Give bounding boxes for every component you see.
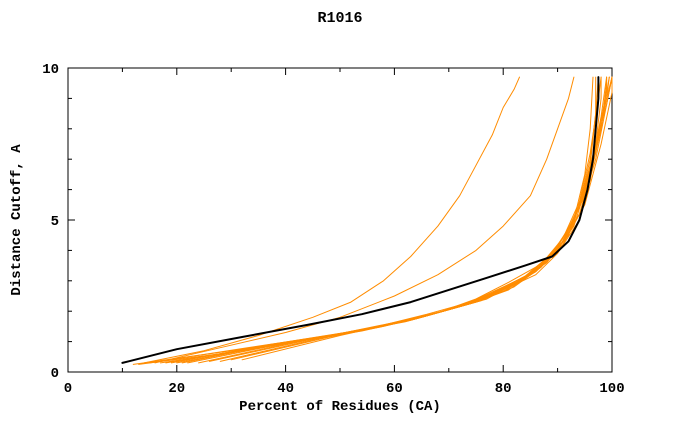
model-curve bbox=[241, 76, 613, 361]
model-curve bbox=[165, 76, 602, 364]
model-curve bbox=[154, 76, 575, 364]
reference-curve bbox=[121, 76, 600, 364]
x-tick-label: 20 bbox=[168, 381, 185, 397]
model-curve bbox=[170, 76, 608, 364]
chart-title: R1016 bbox=[317, 10, 362, 27]
x-axis-label: Percent of Residues (CA) bbox=[239, 399, 441, 415]
x-tick-label: 100 bbox=[599, 381, 624, 397]
model-curve bbox=[176, 76, 608, 364]
model-curve bbox=[138, 76, 597, 365]
model-curve bbox=[160, 76, 602, 364]
y-tick-label: 5 bbox=[51, 214, 59, 230]
model-curve bbox=[187, 76, 613, 364]
x-tick-label: 80 bbox=[495, 381, 512, 397]
model-curve bbox=[132, 76, 594, 365]
y-axis-label: Distance Cutoff, A bbox=[9, 144, 25, 296]
y-tick-label: 0 bbox=[51, 366, 59, 382]
model-curve bbox=[181, 76, 610, 364]
x-tick-label: 40 bbox=[277, 381, 294, 397]
x-tick-label: 0 bbox=[64, 381, 72, 397]
y-tick-label: 10 bbox=[42, 62, 59, 78]
x-tick-label: 60 bbox=[386, 381, 403, 397]
plot-border bbox=[67, 67, 613, 373]
plot-area: 0 20 40 60 80 100 0 5 10 bbox=[42, 62, 624, 397]
model-curve bbox=[149, 76, 599, 364]
